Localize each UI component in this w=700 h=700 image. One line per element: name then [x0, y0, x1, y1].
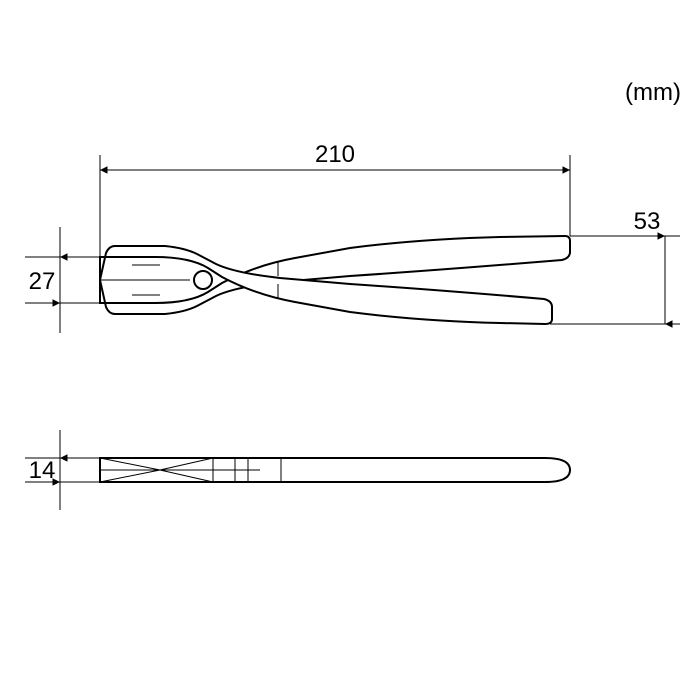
technical-drawing: (mm) 210 53 27 14	[0, 0, 700, 700]
dim-length-label: 210	[315, 141, 355, 168]
dim-head-height-label: 27	[29, 268, 56, 295]
pivot-circle	[194, 271, 212, 289]
dim-handle-open-label: 53	[634, 208, 661, 235]
unit-label: (mm)	[625, 79, 681, 106]
dim-thickness-label: 14	[29, 457, 56, 484]
